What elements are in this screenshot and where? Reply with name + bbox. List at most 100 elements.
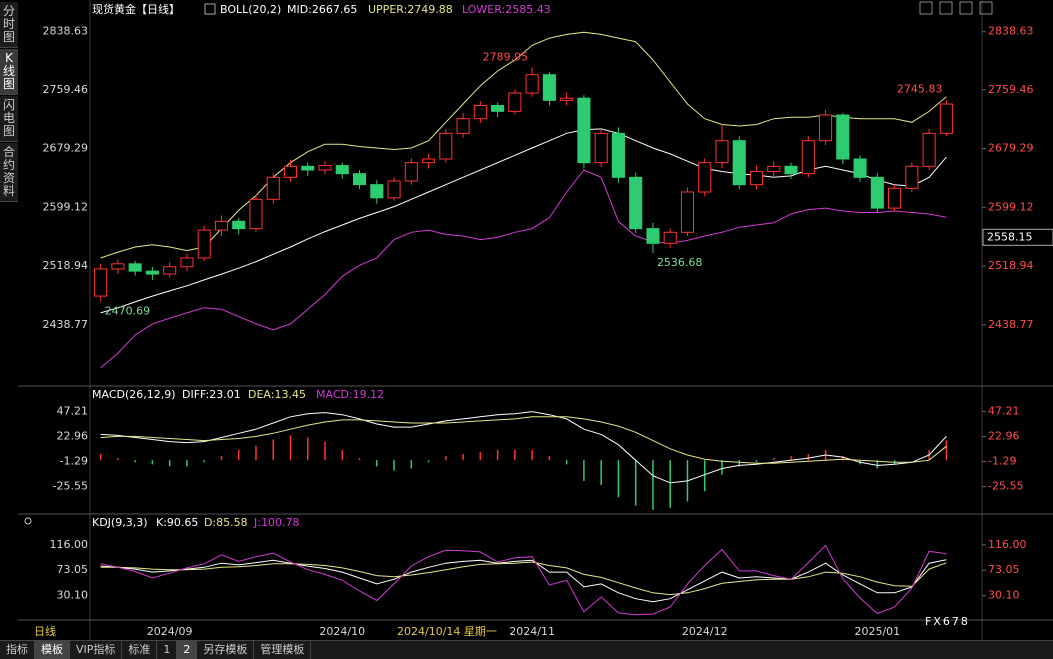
candle-body — [439, 132, 453, 160]
candle-body — [663, 231, 677, 244]
crosshair-box — [982, 228, 1053, 246]
candle-body — [370, 184, 384, 199]
candle-body — [508, 92, 522, 112]
y-tick-label: -25.55 — [53, 480, 88, 493]
tab[interactable]: VIP指标 — [70, 641, 123, 659]
indicator-line — [100, 31, 947, 259]
x-tick-label: 2025/01 — [854, 625, 900, 638]
candle-body — [784, 165, 798, 175]
candle-body — [352, 173, 367, 186]
candle-body — [646, 228, 660, 244]
x-tick-label: 2024/11 — [509, 625, 555, 638]
sidebar-tab[interactable]: 闪电图 — [0, 96, 18, 142]
tab-bar: 指标 模板 VIP指标 标准 1 2 另存模板 管理模板 — [0, 640, 1053, 659]
y-tick-label-right: 22.96 — [988, 429, 1020, 442]
candle-body — [404, 162, 418, 182]
chart-title: MACD(26,12,9) — [92, 388, 176, 401]
candle-body — [560, 97, 574, 101]
indicator-line — [100, 416, 947, 464]
candle-body — [629, 176, 643, 230]
candle-body — [680, 191, 695, 233]
y-tick-label: 22.96 — [57, 429, 89, 442]
icon[interactable] — [204, 3, 216, 15]
candle-body — [249, 198, 263, 230]
tab[interactable]: 另存模板 — [197, 641, 255, 659]
indicator-line — [100, 544, 947, 616]
candle-body — [698, 162, 712, 193]
candle-body — [905, 165, 919, 189]
sidebar-tab[interactable]: 合约资料 — [0, 143, 18, 202]
y-tick-label-right: 2838.63 — [988, 25, 1034, 38]
crosshair-date: 2024/10/14 星期一 — [397, 625, 497, 638]
y-tick-label-right: 73.05 — [988, 563, 1020, 576]
legend-upper: UPPER:2749.88 — [368, 3, 453, 16]
tab[interactable]: 标准 — [122, 641, 158, 659]
price-annotation: 2789.95 — [483, 50, 529, 63]
y-tick-label-right: 2438.77 — [988, 318, 1034, 331]
y-tick-label-right: 30.10 — [988, 589, 1020, 602]
candle-body — [214, 220, 228, 231]
chart-title: 现货黄金【日线】 — [92, 2, 180, 16]
legend-d: D:85.58 — [204, 516, 248, 529]
candle-body — [922, 132, 936, 167]
price-annotation: 2536.68 — [657, 256, 703, 269]
tab[interactable]: 管理模板 — [254, 641, 312, 659]
candle-body — [94, 268, 108, 297]
candle-body — [819, 114, 833, 142]
y-tick-label: 2679.29 — [43, 142, 89, 155]
y-tick-label: 2759.46 — [43, 83, 89, 96]
window-button[interactable] — [959, 1, 973, 15]
y-tick-label: 2838.63 — [43, 25, 89, 38]
icon[interactable] — [24, 517, 32, 525]
candle-body — [870, 176, 884, 209]
tab[interactable]: 指标 — [0, 641, 35, 659]
indicator-line — [100, 411, 947, 484]
candle-body — [542, 74, 556, 101]
candle-body — [525, 74, 539, 94]
y-tick-label-right: -1.29 — [988, 455, 1016, 468]
legend-macd: MACD:19.12 — [316, 388, 384, 401]
legend-diff: DIFF:23.01 — [182, 388, 241, 401]
y-tick-label: 2518.94 — [43, 259, 89, 272]
tab[interactable]: 1 — [157, 641, 178, 659]
indicator-title: BOLL(20,2) — [220, 3, 281, 16]
chart: 现货黄金【日线】 BOLL(20,2) MID:2667.65 UPPER:27… — [18, 0, 1053, 640]
y-tick-label-right: 116.00 — [988, 538, 1027, 551]
legend-mid: MID:2667.65 — [287, 3, 357, 16]
y-tick-label-right: -25.55 — [988, 480, 1023, 493]
window-button[interactable] — [919, 1, 933, 15]
candle-body — [939, 103, 953, 134]
candle-body — [732, 140, 746, 186]
candle-body — [111, 263, 125, 270]
sidebar-tab[interactable]: K线图 — [0, 49, 18, 95]
background — [18, 0, 1053, 640]
y-tick-label: 2599.12 — [43, 200, 89, 213]
candle-body — [163, 266, 177, 275]
y-tick-label: 30.10 — [57, 589, 89, 602]
y-tick-label-right: 2759.46 — [988, 83, 1034, 96]
window-button[interactable] — [979, 1, 993, 15]
legend-lower: LOWER:2585.43 — [462, 3, 551, 16]
y-tick-label-right: 47.21 — [988, 404, 1020, 417]
candle-body — [232, 220, 246, 230]
legend-dea: DEA:13.45 — [248, 388, 306, 401]
candle-body — [473, 104, 487, 120]
price-annotation: 2470.69 — [105, 304, 151, 317]
candle-body — [180, 257, 194, 268]
tab[interactable]: 模板 — [35, 641, 70, 659]
candle-body — [422, 158, 436, 164]
candle-body — [456, 118, 470, 134]
tab[interactable]: 2 — [177, 641, 198, 659]
y-tick-label: 73.05 — [57, 563, 89, 576]
x-tick-label: 2024/10 — [319, 625, 365, 638]
candle-body — [387, 180, 401, 199]
candle-body — [594, 132, 608, 164]
sidebar-tab[interactable]: 分时图 — [0, 2, 18, 48]
candle-body — [749, 170, 764, 186]
crosshair-price: 2558.15 — [987, 230, 1033, 243]
y-tick-label-right: 2599.12 — [988, 200, 1034, 213]
window-button[interactable] — [939, 1, 953, 15]
watermark: FX678 — [925, 615, 970, 628]
x-tick-label: 2024/12 — [682, 625, 728, 638]
